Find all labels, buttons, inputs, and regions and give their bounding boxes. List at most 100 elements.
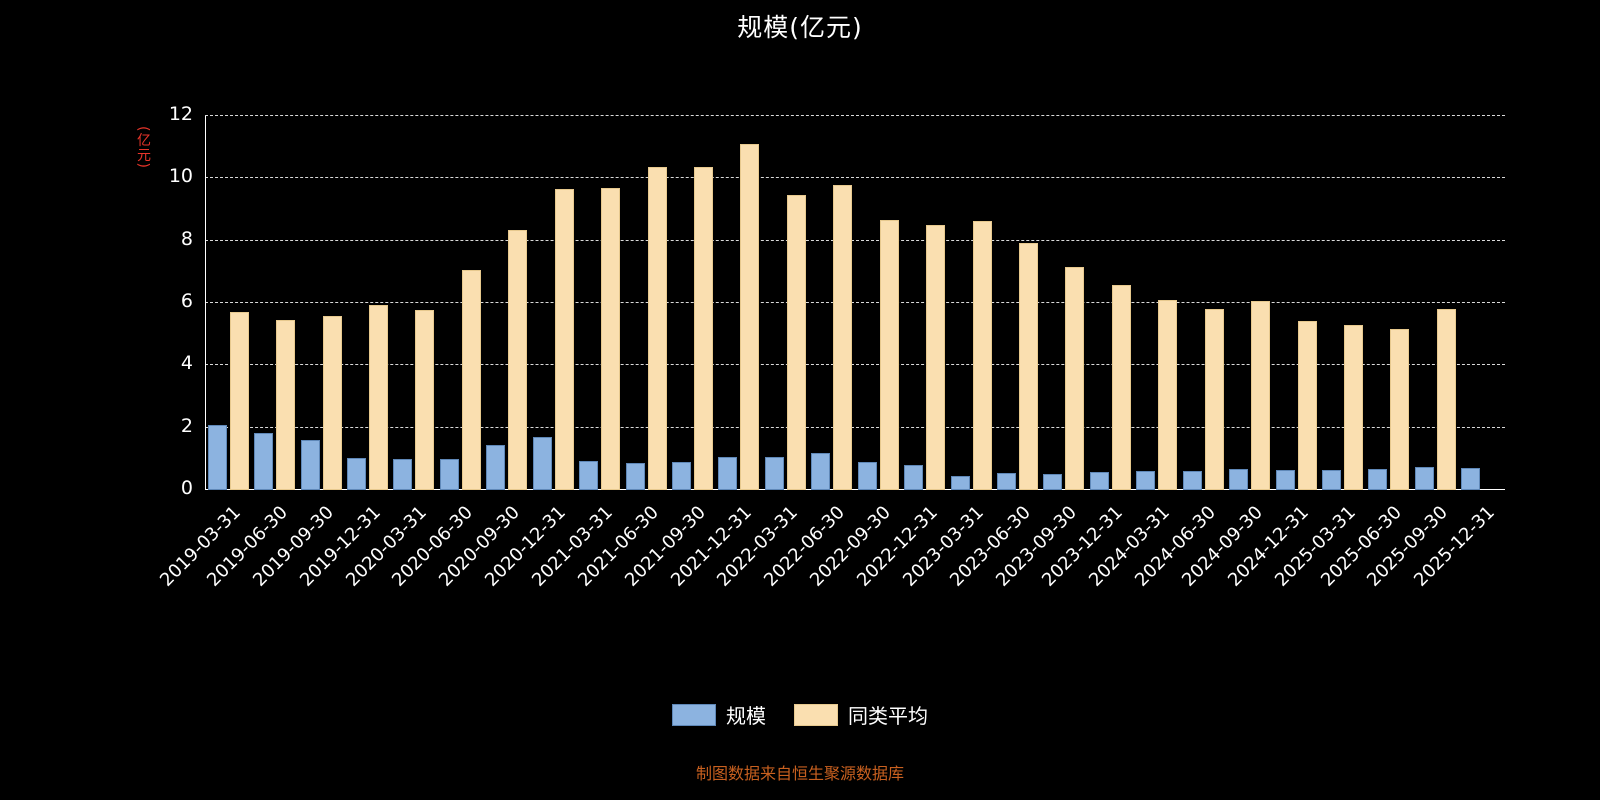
bar <box>393 458 413 490</box>
bar-group <box>576 116 622 490</box>
bar <box>647 167 667 490</box>
bar <box>764 456 784 490</box>
bar <box>554 188 574 490</box>
bar <box>579 461 599 490</box>
bar-group <box>1273 116 1319 490</box>
bar-group <box>623 116 669 490</box>
bar <box>207 425 227 490</box>
bar <box>693 166 713 490</box>
y-tick-label: 2 <box>180 414 193 437</box>
bar-group <box>251 116 297 490</box>
bar-group <box>1319 116 1365 490</box>
bar-group <box>901 116 947 490</box>
bar-group <box>1459 116 1505 490</box>
bar <box>786 195 806 490</box>
gridline <box>205 115 1505 116</box>
bar <box>879 220 899 490</box>
y-tick-label: 6 <box>180 290 193 312</box>
bar <box>1182 471 1202 490</box>
bar-group <box>1087 116 1133 490</box>
plot-area <box>205 115 1505 490</box>
bar-group <box>391 116 437 490</box>
bar <box>486 444 506 490</box>
y-tick-label: 0 <box>180 477 193 499</box>
bar-group <box>484 116 530 490</box>
bar-group <box>1041 116 1087 490</box>
bar <box>1368 468 1388 490</box>
y-tick-label: 10 <box>168 165 193 188</box>
bar <box>857 461 877 490</box>
bar <box>1390 328 1410 490</box>
gridline <box>205 177 1505 179</box>
chart-legend: 规模 同类平均 <box>0 700 1600 729</box>
bar <box>254 433 274 490</box>
y-axis-title: (亿元) <box>135 126 151 169</box>
bar <box>625 462 645 490</box>
bar-group <box>855 116 901 490</box>
y-tick-label: 12 <box>168 103 193 125</box>
bar-group <box>1180 116 1226 490</box>
chart-footnote: 制图数据来自恒生聚源数据库 <box>695 764 904 783</box>
gridline <box>205 364 1505 366</box>
bar <box>1251 301 1271 490</box>
gridline <box>205 489 1505 490</box>
bar <box>1275 470 1295 490</box>
bar-group <box>205 116 251 490</box>
bar <box>1229 469 1249 490</box>
chart-title: 规模(亿元) <box>737 13 863 42</box>
bar <box>1321 469 1341 490</box>
bar-group <box>948 116 994 490</box>
bar <box>1089 472 1109 490</box>
bar <box>1136 470 1156 490</box>
bar <box>996 472 1016 490</box>
bar <box>1204 308 1224 490</box>
bar <box>322 316 342 490</box>
bar <box>1043 474 1063 490</box>
y-tick-label: 8 <box>180 227 193 250</box>
bar <box>508 230 528 490</box>
bar-group <box>1366 116 1412 490</box>
bar <box>1343 324 1363 490</box>
bar <box>904 465 924 490</box>
bar <box>926 225 946 490</box>
bar-group <box>1226 116 1272 490</box>
bar-group <box>762 116 808 490</box>
legend-swatch <box>672 703 716 726</box>
legend-item[interactable]: 同类平均 <box>794 700 928 729</box>
bar <box>1436 309 1456 490</box>
bar <box>1018 243 1038 490</box>
bar <box>300 439 320 490</box>
bar <box>972 221 992 490</box>
bar-group <box>994 116 1040 490</box>
bar-group <box>669 116 715 490</box>
gridline <box>205 302 1505 303</box>
bar <box>740 144 760 490</box>
bar <box>1414 466 1434 490</box>
bar <box>229 312 249 490</box>
gridline <box>205 239 1505 241</box>
legend-swatch <box>794 703 838 726</box>
bar <box>368 305 388 490</box>
gridline <box>205 426 1505 428</box>
bar <box>346 457 366 490</box>
bar-group <box>1412 116 1458 490</box>
legend-label: 规模 <box>726 704 766 728</box>
bar <box>415 309 435 490</box>
bar <box>461 269 481 490</box>
bar-group <box>716 116 762 490</box>
bar <box>811 452 831 490</box>
y-tick-label: 4 <box>180 352 193 375</box>
bar-group <box>530 116 576 490</box>
bar-group <box>298 116 344 490</box>
bar <box>1158 299 1178 490</box>
bar <box>439 459 459 490</box>
bar <box>1297 320 1317 490</box>
bar <box>1461 467 1481 490</box>
bar <box>671 461 691 490</box>
bar <box>718 457 738 490</box>
bar-group <box>1134 116 1180 490</box>
legend-item[interactable]: 规模 <box>672 700 766 729</box>
bar <box>950 475 970 490</box>
y-axis-line <box>205 116 206 490</box>
